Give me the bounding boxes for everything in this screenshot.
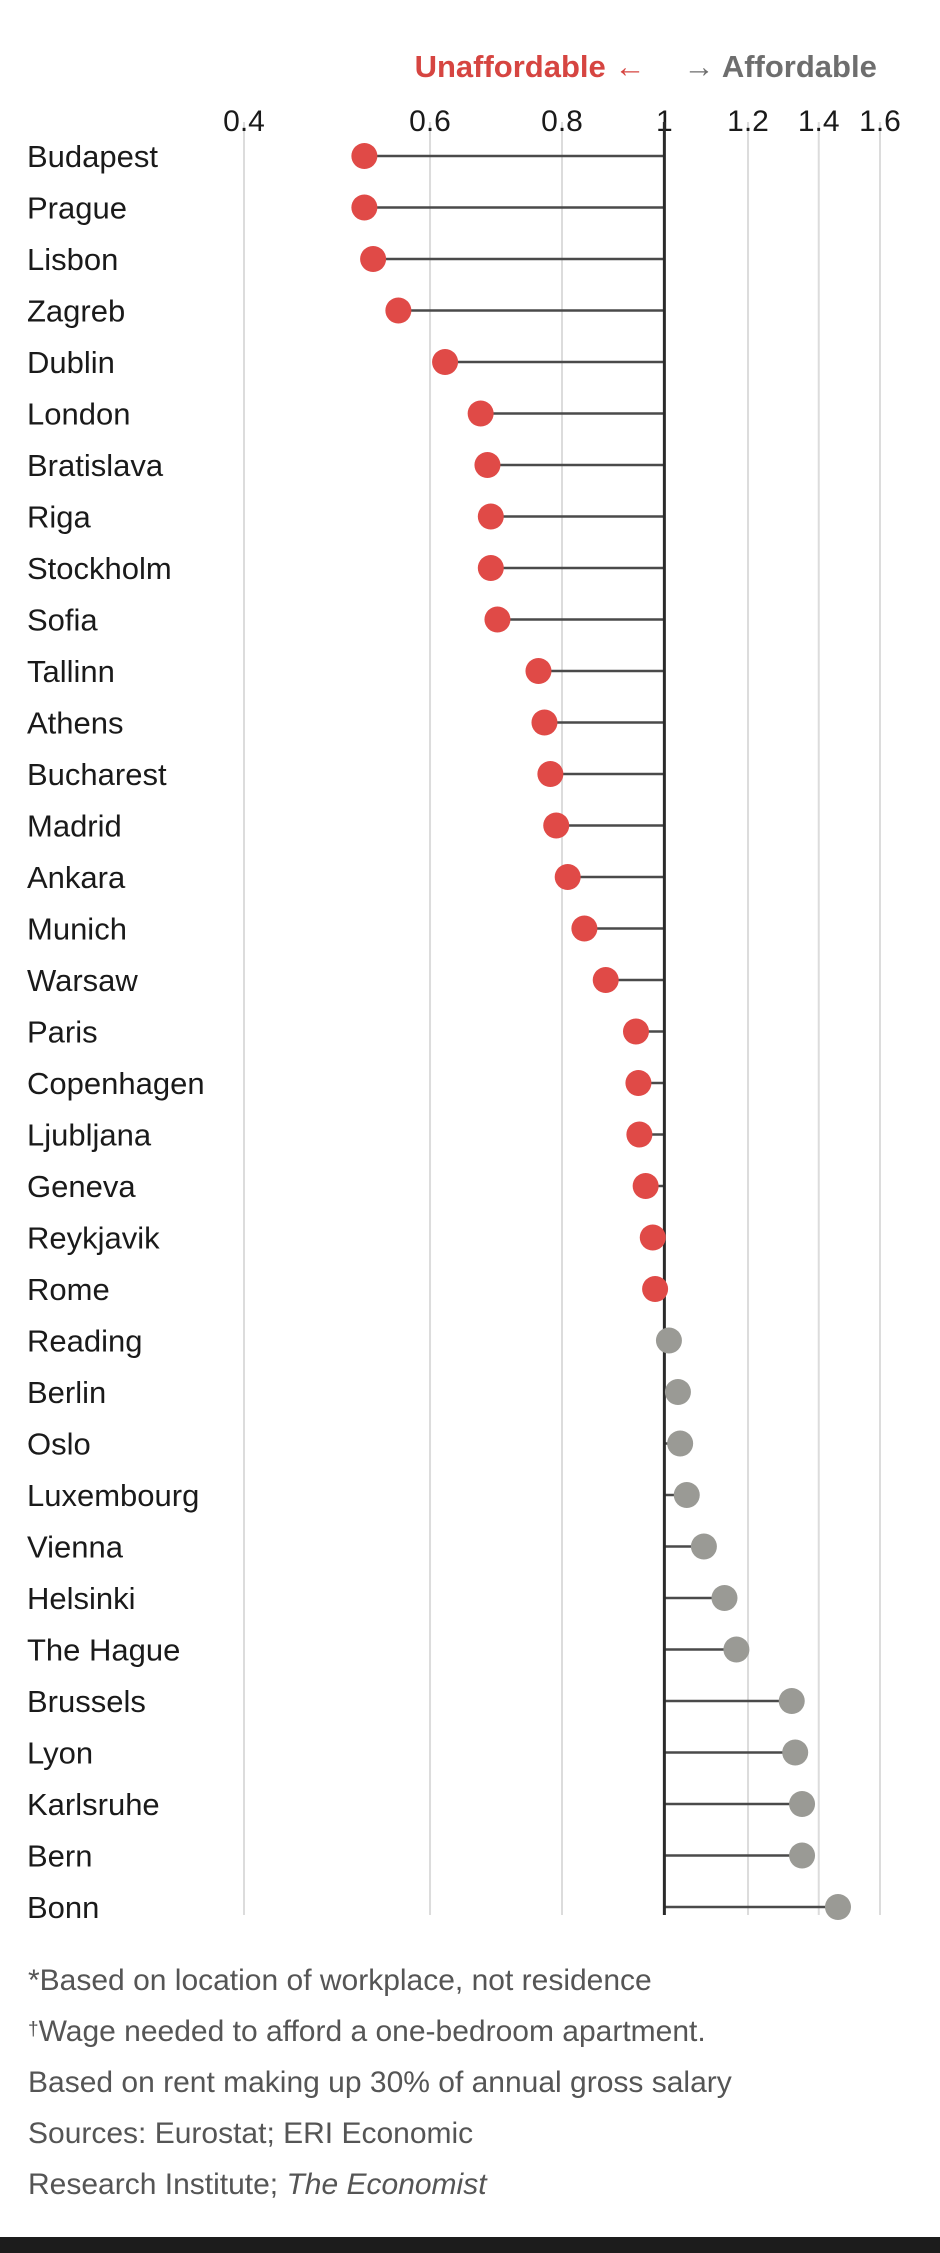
x-tick-label: 0.4	[223, 105, 265, 138]
lollipop-dot	[639, 1224, 666, 1251]
city-label: Helsinki	[27, 1581, 136, 1616]
lollipop-dot	[467, 400, 494, 427]
city-label: Vienna	[27, 1530, 124, 1565]
lollipop-dot	[484, 606, 511, 633]
city-label: Athens	[27, 706, 124, 741]
lollipop-dot	[477, 555, 504, 581]
lollipop-dot	[778, 1688, 805, 1714]
city-label: Paris	[27, 1015, 98, 1050]
city-label: Karlsruhe	[27, 1787, 160, 1822]
city-label: Luxembourg	[27, 1478, 199, 1513]
city-label: Reykjavik	[27, 1221, 160, 1256]
source-line-2: Research Institute; The Economist	[28, 2159, 908, 2210]
footnote-workplace: *Based on location of workplace, not res…	[28, 1964, 652, 1997]
city-label: Stockholm	[27, 551, 172, 586]
lollipop-dot	[626, 1121, 653, 1148]
city-label: Bratislava	[27, 448, 164, 483]
city-label: Warsaw	[27, 963, 138, 998]
city-label: Brussels	[27, 1684, 146, 1719]
city-label: Berlin	[27, 1375, 106, 1410]
city-label: Sofia	[27, 603, 98, 638]
x-axis-ticks: 0.4 0.6 0.8 1 1.2 1.4 1.6	[223, 105, 901, 138]
dagger-mark: †	[28, 2019, 39, 2040]
city-label: Bonn	[27, 1890, 99, 1925]
x-tick-label: 1.2	[727, 105, 769, 138]
city-label: Reading	[27, 1324, 142, 1359]
lollipop-dot	[525, 658, 552, 684]
city-label: Lyon	[27, 1736, 93, 1771]
lollipop-dot	[531, 709, 558, 736]
lollipop-dot	[642, 1276, 669, 1302]
city-label: Riga	[27, 500, 92, 535]
lollipop-dot	[632, 1173, 659, 1199]
city-label: The Hague	[27, 1633, 180, 1668]
city-label: Prague	[27, 191, 127, 226]
city-label: London	[27, 397, 130, 432]
lollipop-dot	[592, 967, 619, 993]
city-label: Budapest	[27, 139, 158, 174]
city-label: Madrid	[27, 809, 122, 844]
city-label: Bern	[27, 1839, 92, 1874]
lollipop-dot	[537, 761, 564, 787]
lollipop-dot	[625, 1070, 652, 1096]
lollipop-dot	[655, 1327, 682, 1354]
lollipop-dot	[360, 246, 387, 272]
x-tick-label: 0.8	[541, 105, 583, 138]
city-label: Zagreb	[27, 294, 125, 329]
footnotes: *Based on location of workplace, not res…	[28, 1955, 908, 2210]
lollipop-dot	[723, 1636, 750, 1663]
lollipop-chart: Unaffordable ← → Affordable 0.4 0.6 0.8 1 1.…	[27, 49, 901, 1925]
lollipop-dot	[673, 1482, 700, 1508]
city-label: Rome	[27, 1272, 110, 1307]
lollipop-dot	[543, 812, 570, 839]
chart-area: Unaffordable ← → Affordable 0.4 0.6 0.8 1 1.…	[27, 49, 901, 1925]
city-label: Munich	[27, 912, 127, 947]
x-tick-label: 1	[656, 105, 673, 138]
city-label: Geneva	[27, 1169, 136, 1204]
city-labels: Budapest Prague Lisbon Zagreb Dublin London Br…	[27, 139, 205, 1925]
lollipop-dot	[385, 297, 412, 324]
city-label: Dublin	[27, 345, 115, 380]
x-tick-label: 1.4	[798, 105, 840, 138]
city-label: Ankara	[27, 860, 126, 895]
footnote-rent-basis: Based on rent making up 30% of annual gr…	[28, 2066, 732, 2099]
lollipop-dot	[622, 1018, 649, 1045]
legend-unaffordable: Unaffordable ←	[415, 49, 646, 84]
lollipop-dot	[477, 503, 504, 530]
lollipop-dot	[554, 864, 581, 890]
lollipop-dot	[432, 349, 459, 375]
lollipop-dot	[824, 1894, 851, 1920]
source-text: Research Institute;	[28, 2168, 287, 2201]
legend-affordable: → Affordable	[683, 49, 876, 84]
lollipop-dot	[690, 1533, 717, 1560]
lollipop-dot	[351, 143, 378, 169]
lollipop-dot	[571, 915, 598, 942]
city-label: Tallinn	[27, 654, 115, 689]
lollipop-dots	[351, 143, 851, 1920]
lollipop-dot	[667, 1430, 694, 1457]
bottom-bar	[0, 2237, 940, 2253]
city-label: Oslo	[27, 1427, 91, 1462]
lollipop-dot	[782, 1739, 809, 1766]
x-tick-label: 1.6	[859, 105, 901, 138]
lollipop-dot	[789, 1842, 816, 1869]
lollipop-dot	[789, 1791, 816, 1817]
lollipop-stems	[364, 154, 838, 1909]
footnote-wage-text: Wage needed to afford a one-bedroom apar…	[38, 2015, 706, 2048]
city-label: Ljubljana	[27, 1118, 152, 1153]
lollipop-dot	[711, 1585, 738, 1611]
source-line: Sources: Eurostat; ERI Economic	[28, 2117, 474, 2150]
x-tick-label: 0.6	[409, 105, 451, 138]
city-label: Bucharest	[27, 757, 167, 792]
source-publication: The Economist	[286, 2168, 487, 2201]
legend: Unaffordable ← → Affordable	[415, 49, 877, 84]
city-label: Copenhagen	[27, 1066, 205, 1101]
lollipop-dot	[351, 194, 378, 221]
lollipop-dot	[474, 452, 501, 478]
lollipop-dot	[664, 1379, 691, 1405]
grid-lines	[243, 122, 881, 1915]
footnote-wage: †Wage needed to afford a one-bedroom apa…	[28, 2006, 908, 2057]
city-label: Lisbon	[27, 242, 118, 277]
